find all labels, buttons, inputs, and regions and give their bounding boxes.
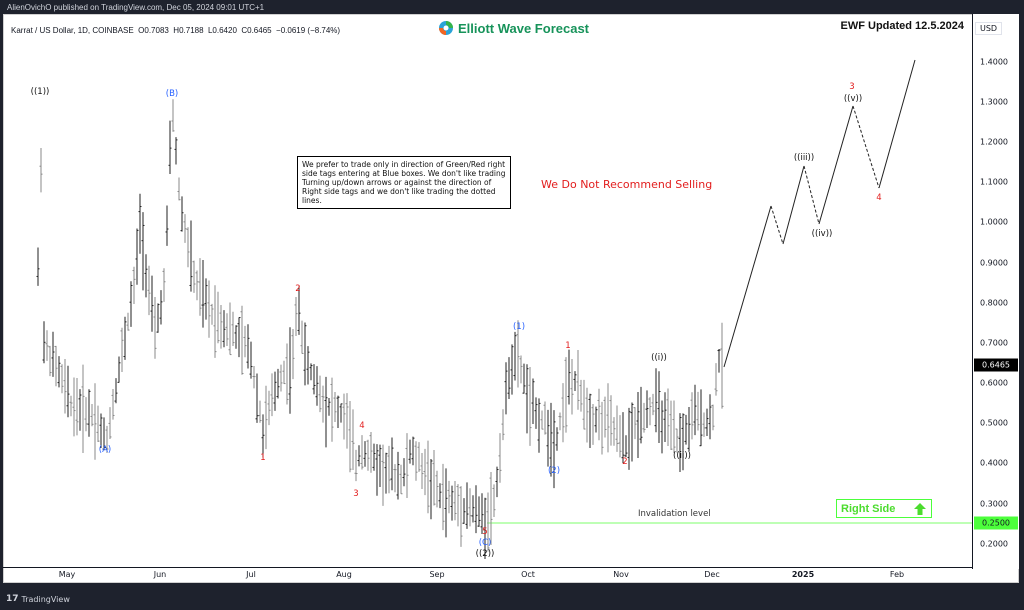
update-stamp: EWF Updated 12.5.2024: [840, 20, 965, 32]
price-tick: 0.6000: [980, 378, 1008, 388]
trading-note: We prefer to trade only in direction of …: [297, 156, 511, 209]
last-price-badge: 0.6465: [974, 358, 1018, 372]
ohlc-values: O0.7083 H0.7188 L0.6420 C0.6465 −0.0619 …: [138, 26, 341, 35]
tradingview-logo-icon: 17: [6, 594, 19, 604]
brand-name: Elliott Wave Forecast: [458, 20, 589, 36]
price-axis[interactable]: [972, 14, 1019, 569]
time-tick: Jul: [246, 570, 256, 579]
tradingview-brand: TradingView: [21, 594, 70, 604]
price-tick: 0.7000: [980, 338, 1008, 348]
recommendation-text: We Do Not Recommend Selling: [541, 178, 713, 191]
time-tick: Feb: [889, 570, 905, 579]
wave-label: ((ii)): [673, 451, 691, 461]
symbol-ohlc-legend: Karrat / US Dollar, 1D, COINBASE O0.7083…: [11, 26, 340, 35]
wave-label: 3: [849, 82, 855, 92]
price-tick: 0.4000: [980, 458, 1008, 468]
price-tick: 0.5000: [980, 418, 1008, 428]
symbol-name[interactable]: Karrat / US Dollar, 1D, COINBASE: [11, 26, 134, 35]
chart-pane[interactable]: [3, 14, 1019, 583]
price-tick: 1.2000: [980, 137, 1008, 147]
price-tick: 0.2000: [980, 539, 1008, 549]
currency-label[interactable]: USD: [975, 22, 1003, 35]
time-axis[interactable]: [3, 567, 972, 583]
wave-label: ((i)): [651, 353, 667, 363]
wave-label: ((v)): [843, 94, 863, 104]
wave-label: (2): [547, 466, 561, 476]
wave-label: ((2)): [475, 549, 495, 559]
wave-label: (A): [98, 445, 112, 455]
right-side-label: Right Side: [841, 502, 896, 515]
publish-info: AlienOvichO published on TradingView.com…: [7, 3, 265, 12]
time-tick: Oct: [521, 570, 535, 579]
wave-label: (1): [512, 322, 526, 332]
time-tick: Jun: [153, 570, 167, 579]
price-tick: 0.9000: [980, 258, 1008, 268]
wave-label: ((1)): [30, 87, 50, 97]
price-tick: 0.8000: [980, 298, 1008, 308]
time-tick-year: 2025: [791, 570, 815, 579]
wave-label: 2: [622, 457, 628, 467]
wave-label: (B): [165, 89, 179, 99]
time-tick: Nov: [613, 570, 629, 579]
time-tick: Aug: [336, 570, 352, 579]
price-tick: 1.3000: [980, 97, 1008, 107]
ohlc-bars: [36, 99, 724, 560]
invalidation-label: Invalidation level: [638, 509, 711, 519]
wave-label: 2: [295, 284, 301, 294]
time-tick: May: [58, 570, 76, 579]
price-tick: 0.3000: [980, 499, 1008, 509]
time-tick: Sep: [429, 570, 445, 579]
wave-label: 4: [359, 421, 365, 431]
brand-logo: Elliott Wave Forecast: [438, 20, 589, 36]
ewf-logo-icon: [439, 21, 453, 35]
wave-label: ((iii)): [793, 153, 815, 163]
wave-label: 1: [565, 341, 571, 351]
wave-label: 5: [482, 527, 488, 537]
price-tick: 1.0000: [980, 217, 1008, 227]
projection-path: [723, 59, 916, 368]
wave-label: 1: [260, 453, 266, 463]
tradingview-footer: 17 TradingView: [6, 594, 70, 604]
invalidation-price-badge: 0.2500: [974, 516, 1018, 530]
wave-label: ((iv)): [811, 229, 833, 239]
price-tick: 1.4000: [980, 57, 1008, 67]
time-tick: Dec: [704, 570, 720, 579]
up-arrow-icon: [914, 502, 926, 515]
wave-label: 3: [353, 489, 359, 499]
right-side-tag: Right Side: [836, 499, 932, 518]
wave-label: (C): [478, 538, 492, 548]
wave-label: 4: [876, 193, 882, 203]
price-tick: 1.1000: [980, 177, 1008, 187]
